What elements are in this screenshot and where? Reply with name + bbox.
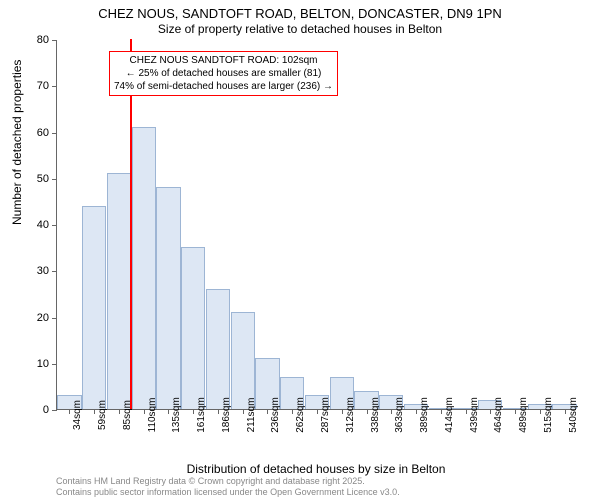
- y-tick-label: 70: [37, 80, 49, 92]
- y-tick: [52, 410, 57, 411]
- y-tick: [52, 364, 57, 365]
- histogram-bar: [231, 312, 255, 409]
- y-tick-label: 20: [37, 312, 49, 324]
- x-tick: [565, 409, 566, 414]
- x-tick: [119, 409, 120, 414]
- y-tick-label: 60: [37, 127, 49, 139]
- histogram-bar: [156, 187, 180, 409]
- x-tick-label: 464sqm: [493, 397, 504, 433]
- x-tick: [490, 409, 491, 414]
- x-tick: [267, 409, 268, 414]
- x-tick-label: 489sqm: [518, 397, 529, 433]
- x-tick: [391, 409, 392, 414]
- chart-container: CHEZ NOUS, SANDTOFT ROAD, BELTON, DONCAS…: [0, 0, 600, 500]
- histogram-bar: [82, 206, 106, 410]
- annotation-line: CHEZ NOUS SANDTOFT ROAD: 102sqm: [114, 54, 333, 67]
- x-tick-label: 414sqm: [444, 397, 455, 433]
- y-tick-label: 10: [37, 358, 49, 370]
- x-tick: [243, 409, 244, 414]
- annotation-line: ← 25% of detached houses are smaller (81…: [114, 67, 333, 80]
- x-tick: [540, 409, 541, 414]
- x-tick: [144, 409, 145, 414]
- footer-attribution: Contains HM Land Registry data © Crown c…: [56, 476, 400, 498]
- x-tick: [416, 409, 417, 414]
- x-tick: [69, 409, 70, 414]
- x-tick-label: 540sqm: [568, 397, 579, 433]
- annotation-line: 74% of semi-detached houses are larger (…: [114, 80, 333, 93]
- x-tick-label: 515sqm: [543, 397, 554, 433]
- x-tick-label: 389sqm: [419, 397, 430, 433]
- x-tick-label: 363sqm: [394, 397, 405, 433]
- y-tick: [52, 225, 57, 226]
- x-tick: [342, 409, 343, 414]
- histogram-bar: [206, 289, 230, 409]
- x-tick: [193, 409, 194, 414]
- x-axis-label: Distribution of detached houses by size …: [56, 462, 576, 476]
- histogram-bar: [107, 173, 131, 409]
- y-axis-label: Number of detached properties: [10, 60, 24, 225]
- histogram-bar: [181, 247, 205, 409]
- annotation-box: CHEZ NOUS SANDTOFT ROAD: 102sqm← 25% of …: [109, 51, 338, 96]
- x-tick: [94, 409, 95, 414]
- y-tick: [52, 318, 57, 319]
- x-tick: [367, 409, 368, 414]
- y-tick: [52, 40, 57, 41]
- x-tick: [218, 409, 219, 414]
- chart-title-sub: Size of property relative to detached ho…: [0, 22, 600, 36]
- x-tick: [168, 409, 169, 414]
- x-tick: [292, 409, 293, 414]
- y-tick-label: 80: [37, 34, 49, 46]
- y-tick-label: 50: [37, 173, 49, 185]
- x-tick: [515, 409, 516, 414]
- y-tick: [52, 179, 57, 180]
- footer-line-1: Contains HM Land Registry data © Crown c…: [56, 476, 400, 487]
- y-tick-label: 30: [37, 265, 49, 277]
- x-tick: [466, 409, 467, 414]
- y-tick-label: 40: [37, 219, 49, 231]
- x-tick: [317, 409, 318, 414]
- y-tick-label: 0: [43, 404, 49, 416]
- histogram-bar: [132, 127, 156, 409]
- x-tick: [441, 409, 442, 414]
- chart-title-main: CHEZ NOUS, SANDTOFT ROAD, BELTON, DONCAS…: [0, 6, 600, 21]
- y-tick: [52, 133, 57, 134]
- footer-line-2: Contains public sector information licen…: [56, 487, 400, 498]
- y-tick: [52, 86, 57, 87]
- plot-area: 0102030405060708034sqm59sqm85sqm110sqm13…: [56, 40, 576, 410]
- y-tick: [52, 271, 57, 272]
